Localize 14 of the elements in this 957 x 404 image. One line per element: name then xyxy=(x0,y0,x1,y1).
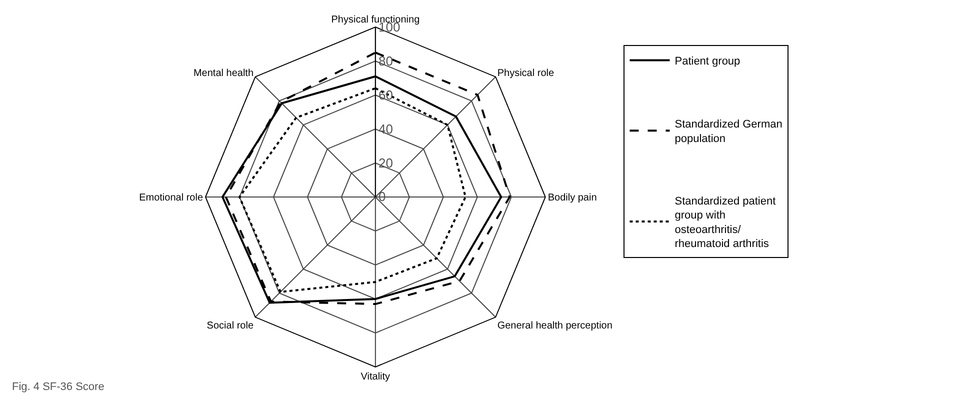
y-tick-label: 20 xyxy=(378,155,393,170)
spoke-label: General health perception xyxy=(497,320,612,332)
spoke-label: Bodily pain xyxy=(548,192,597,204)
legend-label: Standardized German population xyxy=(674,118,782,146)
spoke-label: Emotional role xyxy=(139,192,204,204)
caption: Fig. 4 SF-36 Score xyxy=(12,381,104,393)
legend-label: Standardized patient group with osteoarthritis/ rheumatoid arthritis xyxy=(674,195,776,250)
legend-label: Patient group xyxy=(674,56,740,68)
y-tick-label: 40 xyxy=(378,121,393,136)
spoke-label: Physical role xyxy=(497,68,554,80)
y-tick-label: 80 xyxy=(378,53,393,68)
spoke-label: Mental health xyxy=(193,68,254,80)
spoke-label: Vitality xyxy=(360,371,390,382)
spoke-label: Social role xyxy=(206,320,254,332)
